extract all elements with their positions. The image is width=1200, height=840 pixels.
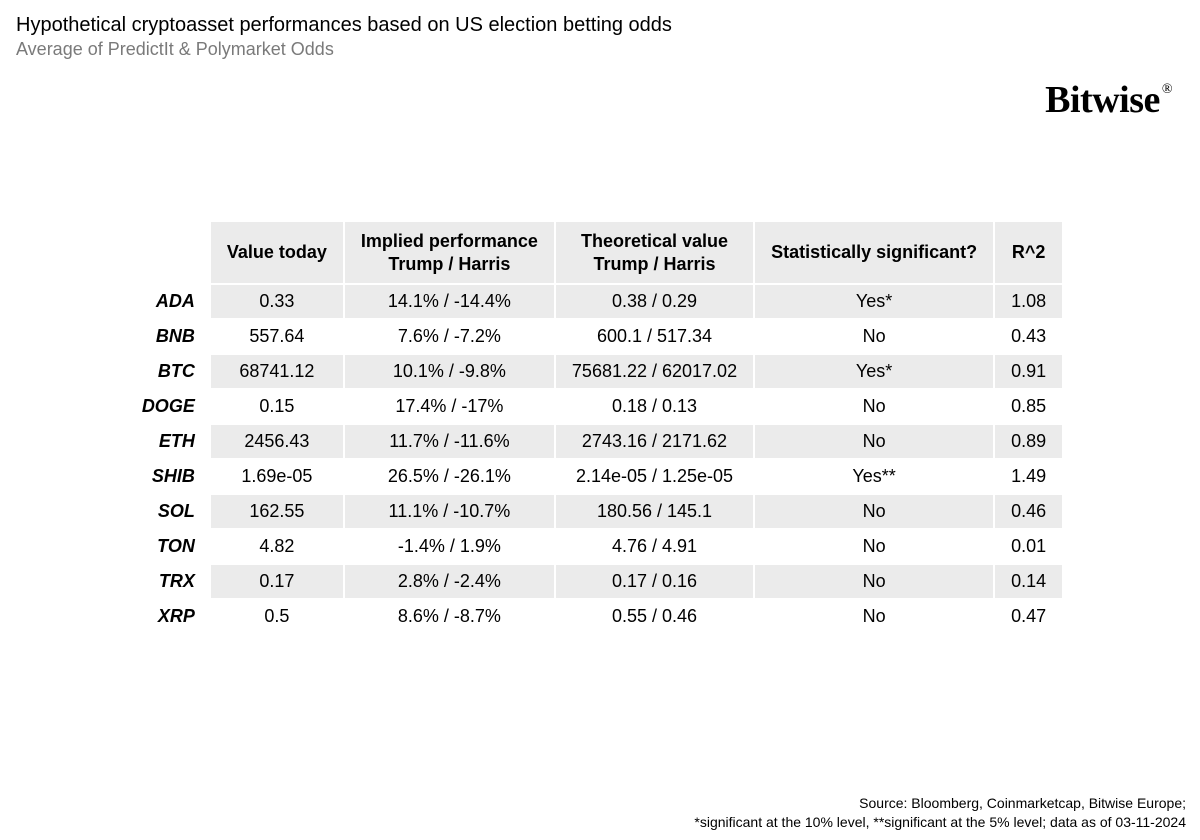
cell-significant: No bbox=[754, 599, 994, 634]
cell-value_today: 1.69e-05 bbox=[210, 459, 344, 494]
cell-r2: 0.85 bbox=[994, 389, 1063, 424]
cell-implied: 8.6% / -8.7% bbox=[344, 599, 555, 634]
row-asset: SHIB bbox=[136, 459, 210, 494]
table-header: Value today Implied performance Trump / … bbox=[136, 221, 1063, 284]
table-row: DOGE0.1517.4% / -17%0.18 / 0.13No0.85 bbox=[136, 389, 1063, 424]
cell-implied: 26.5% / -26.1% bbox=[344, 459, 555, 494]
row-asset: TRX bbox=[136, 564, 210, 599]
cell-implied: 11.7% / -11.6% bbox=[344, 424, 555, 459]
cell-theoretical: 0.17 / 0.16 bbox=[555, 564, 754, 599]
cell-value_today: 0.17 bbox=[210, 564, 344, 599]
cell-significant: Yes* bbox=[754, 284, 994, 319]
cell-significant: No bbox=[754, 389, 994, 424]
brand-logo: Bitwise® bbox=[1045, 78, 1170, 122]
table-row: XRP0.58.6% / -8.7%0.55 / 0.46No0.47 bbox=[136, 599, 1063, 634]
cell-r2: 0.91 bbox=[994, 354, 1063, 389]
cell-theoretical: 0.38 / 0.29 bbox=[555, 284, 754, 319]
page: Hypothetical cryptoasset performances ba… bbox=[0, 0, 1200, 840]
cell-theoretical: 2.14e-05 / 1.25e-05 bbox=[555, 459, 754, 494]
cell-theoretical: 4.76 / 4.91 bbox=[555, 529, 754, 564]
cell-r2: 1.49 bbox=[994, 459, 1063, 494]
table-row: SHIB1.69e-0526.5% / -26.1%2.14e-05 / 1.2… bbox=[136, 459, 1063, 494]
table-row: BTC68741.1210.1% / -9.8%75681.22 / 62017… bbox=[136, 354, 1063, 389]
cell-implied: 17.4% / -17% bbox=[344, 389, 555, 424]
table-row: BNB557.647.6% / -7.2%600.1 / 517.34No0.4… bbox=[136, 319, 1063, 354]
cell-r2: 0.01 bbox=[994, 529, 1063, 564]
col-value-today: Value today bbox=[210, 221, 344, 284]
cell-value_today: 4.82 bbox=[210, 529, 344, 564]
page-title: Hypothetical cryptoasset performances ba… bbox=[16, 14, 1184, 37]
cell-significant: No bbox=[754, 319, 994, 354]
table-row: TRX0.172.8% / -2.4%0.17 / 0.16No0.14 bbox=[136, 564, 1063, 599]
cell-significant: No bbox=[754, 529, 994, 564]
cell-theoretical: 0.55 / 0.46 bbox=[555, 599, 754, 634]
cell-implied: 14.1% / -14.4% bbox=[344, 284, 555, 319]
cell-theoretical: 2743.16 / 2171.62 bbox=[555, 424, 754, 459]
row-asset: ETH bbox=[136, 424, 210, 459]
cell-r2: 0.47 bbox=[994, 599, 1063, 634]
cell-theoretical: 180.56 / 145.1 bbox=[555, 494, 754, 529]
table-row: ADA0.3314.1% / -14.4%0.38 / 0.29Yes*1.08 bbox=[136, 284, 1063, 319]
cell-r2: 0.14 bbox=[994, 564, 1063, 599]
cell-value_today: 2456.43 bbox=[210, 424, 344, 459]
col-significant: Statistically significant? bbox=[754, 221, 994, 284]
col-r2: R^2 bbox=[994, 221, 1063, 284]
header-spacer bbox=[136, 221, 210, 284]
cell-value_today: 557.64 bbox=[210, 319, 344, 354]
cell-implied: 7.6% / -7.2% bbox=[344, 319, 555, 354]
cell-implied: -1.4% / 1.9% bbox=[344, 529, 555, 564]
cell-r2: 0.43 bbox=[994, 319, 1063, 354]
table-row: TON4.82-1.4% / 1.9%4.76 / 4.91No0.01 bbox=[136, 529, 1063, 564]
cell-theoretical: 600.1 / 517.34 bbox=[555, 319, 754, 354]
footer: Source: Bloomberg, Coinmarketcap, Bitwis… bbox=[694, 794, 1186, 832]
cell-value_today: 0.5 bbox=[210, 599, 344, 634]
table-row: SOL162.5511.1% / -10.7%180.56 / 145.1No0… bbox=[136, 494, 1063, 529]
cell-implied: 11.1% / -10.7% bbox=[344, 494, 555, 529]
cell-value_today: 68741.12 bbox=[210, 354, 344, 389]
cell-implied: 10.1% / -9.8% bbox=[344, 354, 555, 389]
row-asset: BTC bbox=[136, 354, 210, 389]
table-row: ETH2456.4311.7% / -11.6%2743.16 / 2171.6… bbox=[136, 424, 1063, 459]
cell-significant: Yes** bbox=[754, 459, 994, 494]
footer-notes: *significant at the 10% level, **signifi… bbox=[694, 813, 1186, 832]
col-theoretical: Theoretical value Trump / Harris bbox=[555, 221, 754, 284]
cell-value_today: 0.33 bbox=[210, 284, 344, 319]
page-subtitle: Average of PredictIt & Polymarket Odds bbox=[16, 39, 1184, 60]
cell-significant: No bbox=[754, 564, 994, 599]
row-asset: TON bbox=[136, 529, 210, 564]
row-asset: SOL bbox=[136, 494, 210, 529]
cell-significant: No bbox=[754, 494, 994, 529]
row-asset: XRP bbox=[136, 599, 210, 634]
cell-value_today: 0.15 bbox=[210, 389, 344, 424]
col-implied: Implied performance Trump / Harris bbox=[344, 221, 555, 284]
crypto-table: Value today Implied performance Trump / … bbox=[136, 220, 1064, 635]
brand-text: Bitwise bbox=[1045, 79, 1160, 121]
table-container: Value today Implied performance Trump / … bbox=[0, 220, 1200, 635]
cell-theoretical: 75681.22 / 62017.02 bbox=[555, 354, 754, 389]
cell-implied: 2.8% / -2.4% bbox=[344, 564, 555, 599]
cell-theoretical: 0.18 / 0.13 bbox=[555, 389, 754, 424]
cell-r2: 0.46 bbox=[994, 494, 1063, 529]
cell-significant: No bbox=[754, 424, 994, 459]
cell-value_today: 162.55 bbox=[210, 494, 344, 529]
footer-source: Source: Bloomberg, Coinmarketcap, Bitwis… bbox=[694, 794, 1186, 813]
row-asset: ADA bbox=[136, 284, 210, 319]
row-asset: BNB bbox=[136, 319, 210, 354]
cell-r2: 1.08 bbox=[994, 284, 1063, 319]
cell-significant: Yes* bbox=[754, 354, 994, 389]
registered-icon: ® bbox=[1162, 82, 1172, 97]
cell-r2: 0.89 bbox=[994, 424, 1063, 459]
row-asset: DOGE bbox=[136, 389, 210, 424]
table-body: ADA0.3314.1% / -14.4%0.38 / 0.29Yes*1.08… bbox=[136, 284, 1063, 634]
